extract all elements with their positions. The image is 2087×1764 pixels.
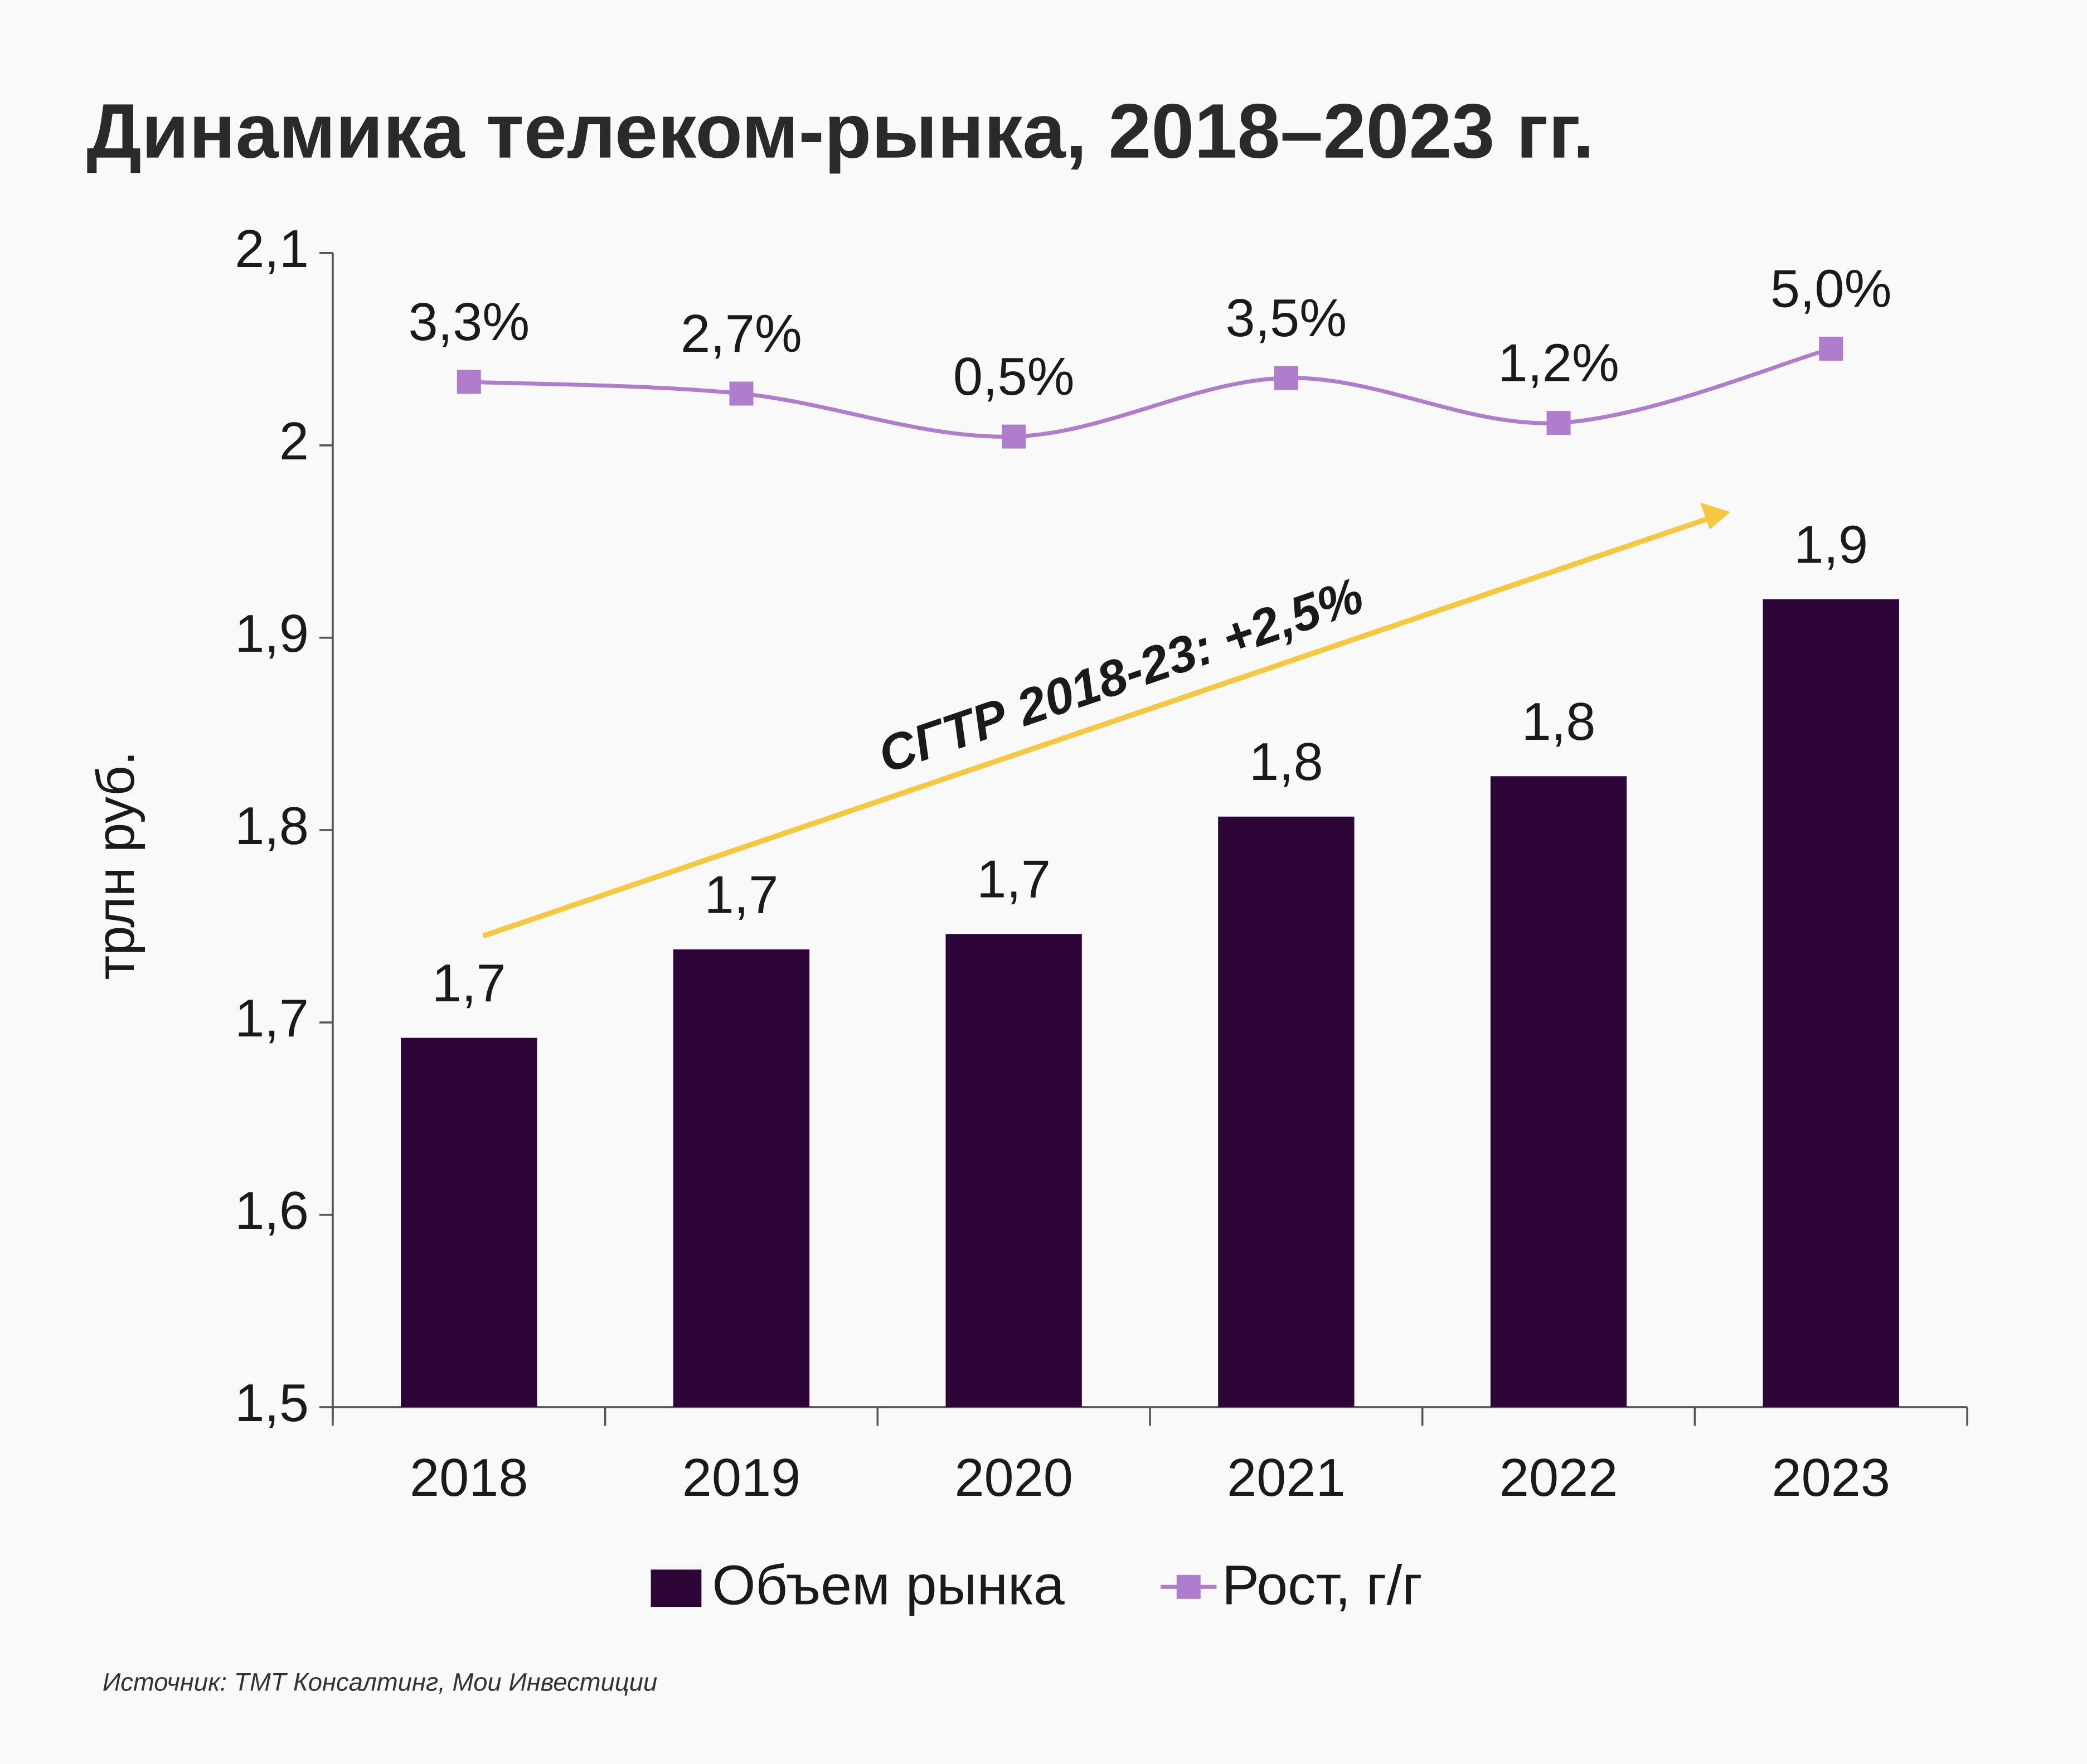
- y-tick-label: 1,7: [235, 989, 309, 1048]
- bar: [1490, 776, 1627, 1407]
- y-tick-label: 2,1: [235, 220, 309, 279]
- x-tick-label: 2018: [410, 1448, 528, 1508]
- growth-line: [469, 346, 1832, 439]
- bar: [1218, 816, 1355, 1407]
- y-tick-label: 1,5: [235, 1374, 309, 1433]
- line-value-label: 3,5%: [1226, 289, 1347, 348]
- bar-value-label: 1,7: [705, 865, 779, 924]
- bar-value-label: 1,8: [1249, 733, 1323, 792]
- chart-title: Динамика телеком-рынка, 2018–2023 гг.: [86, 89, 1594, 175]
- x-tick-label: 2019: [682, 1448, 800, 1508]
- x-tick-label: 2023: [1772, 1448, 1890, 1508]
- line-marker: [457, 370, 481, 394]
- line-marker: [1546, 411, 1571, 435]
- x-tick-label: 2022: [1499, 1448, 1618, 1508]
- bar-value-label: 1,9: [1794, 515, 1868, 574]
- bar-value-label: 1,7: [432, 954, 506, 1013]
- line-marker: [1819, 336, 1843, 361]
- legend-swatch: [651, 1569, 702, 1607]
- y-tick-label: 2: [279, 412, 309, 471]
- x-tick-label: 2020: [954, 1448, 1072, 1508]
- bar: [401, 1038, 537, 1407]
- line-marker: [729, 381, 754, 406]
- y-tick-label: 1,8: [235, 797, 309, 856]
- trend-arrow-head: [1700, 502, 1731, 530]
- x-tick-label: 2021: [1227, 1448, 1345, 1508]
- bar: [945, 934, 1082, 1407]
- line-marker: [1274, 366, 1298, 390]
- y-tick-label: 1,6: [235, 1181, 309, 1240]
- trend-arrow: [482, 515, 1711, 939]
- y-axis-label: трлн руб.: [86, 751, 145, 980]
- line-value-label: 5,0%: [1770, 259, 1892, 318]
- legend-marker: [1176, 1574, 1201, 1599]
- line-marker: [1002, 424, 1026, 449]
- source-note: Источник: ТМТ Консалтинг, Мои Инвестиции: [103, 1668, 657, 1697]
- legend-label: Объем рынка: [712, 1554, 1065, 1617]
- line-value-label: 3,3%: [408, 293, 530, 352]
- bar: [673, 949, 810, 1407]
- bar-value-label: 1,7: [977, 850, 1051, 909]
- legend-label: Рост, г/г: [1222, 1554, 1423, 1617]
- line-value-label: 1,2%: [1498, 333, 1619, 392]
- y-tick-label: 1,9: [235, 604, 309, 663]
- line-value-label: 0,5%: [953, 347, 1075, 406]
- line-value-label: 2,7%: [681, 304, 802, 364]
- bar-value-label: 1,8: [1522, 692, 1596, 752]
- bar: [1763, 599, 1899, 1407]
